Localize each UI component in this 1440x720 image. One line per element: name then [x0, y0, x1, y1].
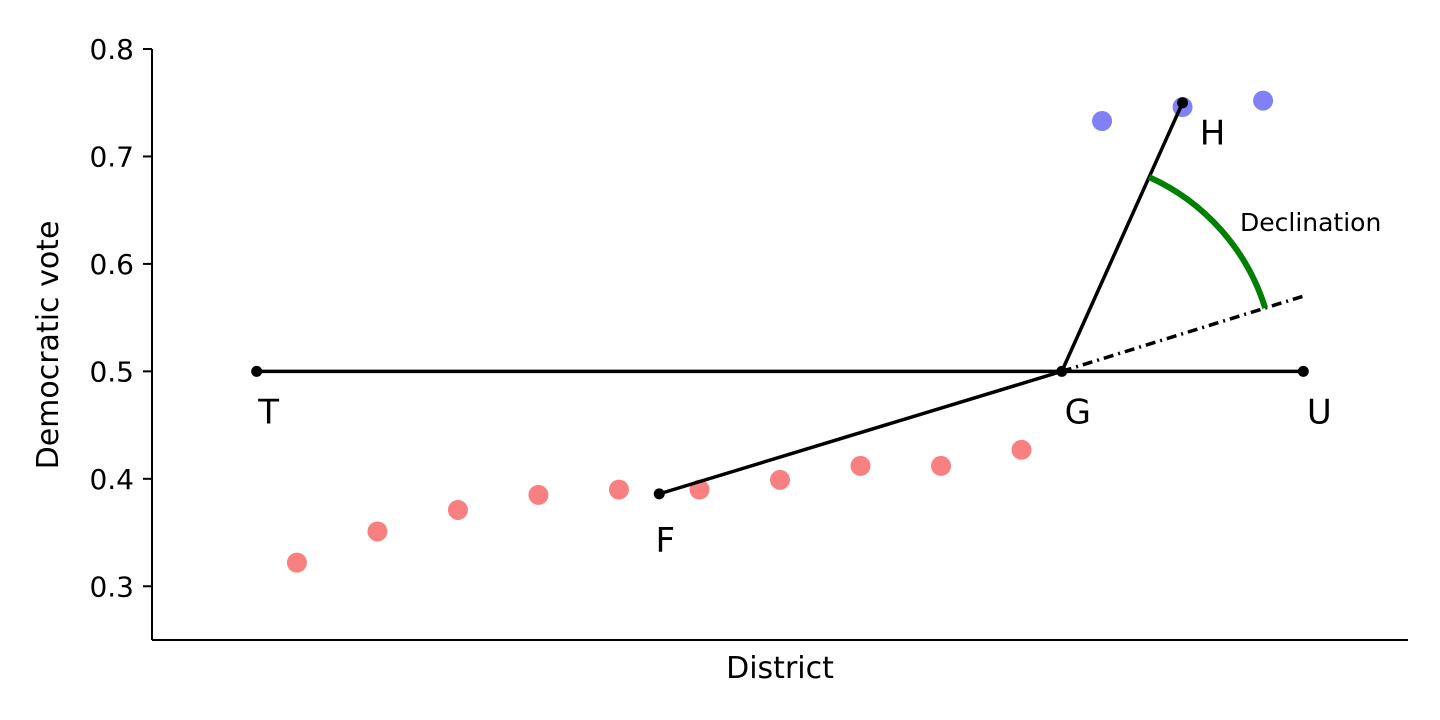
y-tick-label: 0.8: [89, 33, 134, 66]
vertex-label: T: [257, 392, 279, 432]
point: [850, 455, 871, 476]
extension-line: [1061, 294, 1304, 374]
point: [608, 479, 629, 500]
vertex-label: G: [1065, 392, 1091, 432]
declination-arc: [1147, 174, 1269, 309]
y-axis-label: Democratic vote: [31, 221, 66, 470]
vertex: [1297, 365, 1309, 377]
point: [447, 499, 468, 520]
vertex-label: F: [655, 521, 675, 561]
point: [286, 552, 307, 573]
point: [931, 455, 952, 476]
vertex: [653, 488, 665, 500]
annotation: Declination: [1240, 208, 1381, 237]
y-tick-label: 0.5: [89, 355, 134, 388]
x-axis-label: District: [726, 651, 834, 686]
point: [1011, 439, 1032, 460]
vertex: [1056, 365, 1068, 377]
point: [528, 484, 549, 505]
vertex: [1177, 97, 1189, 109]
point: [770, 469, 790, 490]
point: [1092, 110, 1113, 131]
point: [1253, 90, 1274, 111]
construction-line: [658, 369, 1063, 496]
construction-line: [1060, 102, 1185, 373]
point: [367, 521, 388, 542]
y-tick-label: 0.4: [89, 463, 134, 496]
y-tick-label: 0.6: [89, 248, 134, 281]
y-tick-label: 0.3: [89, 570, 134, 603]
y-tick-label: 0.7: [89, 140, 134, 173]
vertex: [251, 365, 263, 377]
vertex-label: U: [1307, 392, 1332, 432]
vertex-label: H: [1200, 114, 1226, 154]
